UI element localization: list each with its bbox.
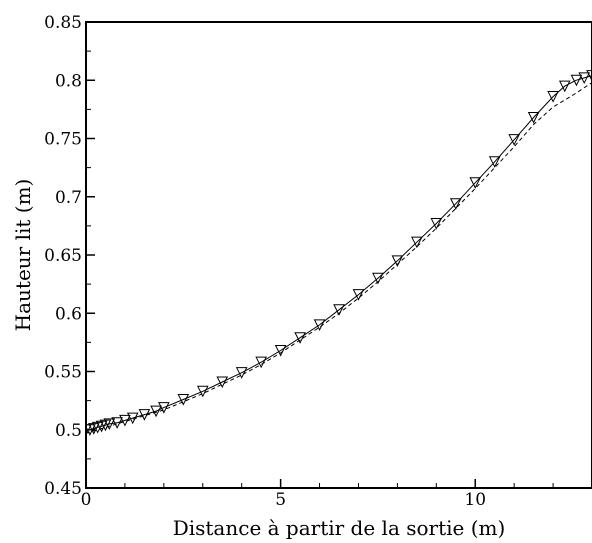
y-tick-label: 0.5	[55, 421, 82, 441]
data-point	[294, 332, 306, 344]
data-point	[508, 134, 520, 146]
y-tick-label: 0.75	[44, 130, 82, 150]
y-tick-label: 0.8	[55, 71, 82, 91]
y-tick-label: 0.45	[44, 479, 82, 499]
data-point	[430, 218, 443, 230]
x-tick-label: 0	[81, 490, 92, 510]
series-line-1	[86, 82, 592, 434]
data-point	[449, 198, 462, 210]
data-point	[411, 236, 423, 249]
data-point	[216, 376, 229, 389]
axis-ticks	[85, 21, 592, 489]
data-point	[103, 418, 116, 431]
data-point	[235, 367, 248, 379]
data-point	[586, 70, 592, 82]
data-point	[333, 304, 345, 316]
data-point	[547, 91, 559, 103]
data-point	[255, 356, 267, 369]
y-axis-title: Hauteur lit (m)	[11, 179, 35, 332]
plot-frame	[85, 21, 592, 489]
data-point	[488, 156, 501, 168]
tick-labels: 0 5 10 0.45 0.5 0.55 0.6 0.65 0.7 0.75 0.8 0.85	[44, 13, 486, 510]
data-point	[352, 289, 365, 301]
data-point	[570, 74, 583, 87]
x-tick-label: 10	[464, 490, 486, 510]
data-point	[578, 72, 591, 85]
x-tick-label: 5	[275, 490, 286, 510]
y-tick-label: 0.6	[55, 304, 82, 324]
y-tick-label: 0.85	[44, 13, 82, 33]
data-point	[469, 177, 482, 189]
series-layer	[86, 70, 592, 436]
data-point	[558, 80, 571, 93]
x-axis-title: Distance à partir de la sortie (m)	[173, 516, 506, 540]
data-point	[391, 255, 404, 267]
data-point	[372, 272, 384, 285]
data-point	[196, 385, 209, 398]
y-tick-label: 0.65	[44, 246, 82, 266]
y-tick-label: 0.7	[55, 188, 82, 208]
data-point	[177, 393, 190, 406]
y-tick-label: 0.55	[44, 363, 82, 383]
data-point	[86, 424, 92, 436]
data-point	[527, 112, 540, 124]
data-point	[158, 402, 170, 414]
series-line-0	[86, 75, 592, 431]
data-point	[274, 345, 287, 357]
data-point	[150, 405, 162, 418]
